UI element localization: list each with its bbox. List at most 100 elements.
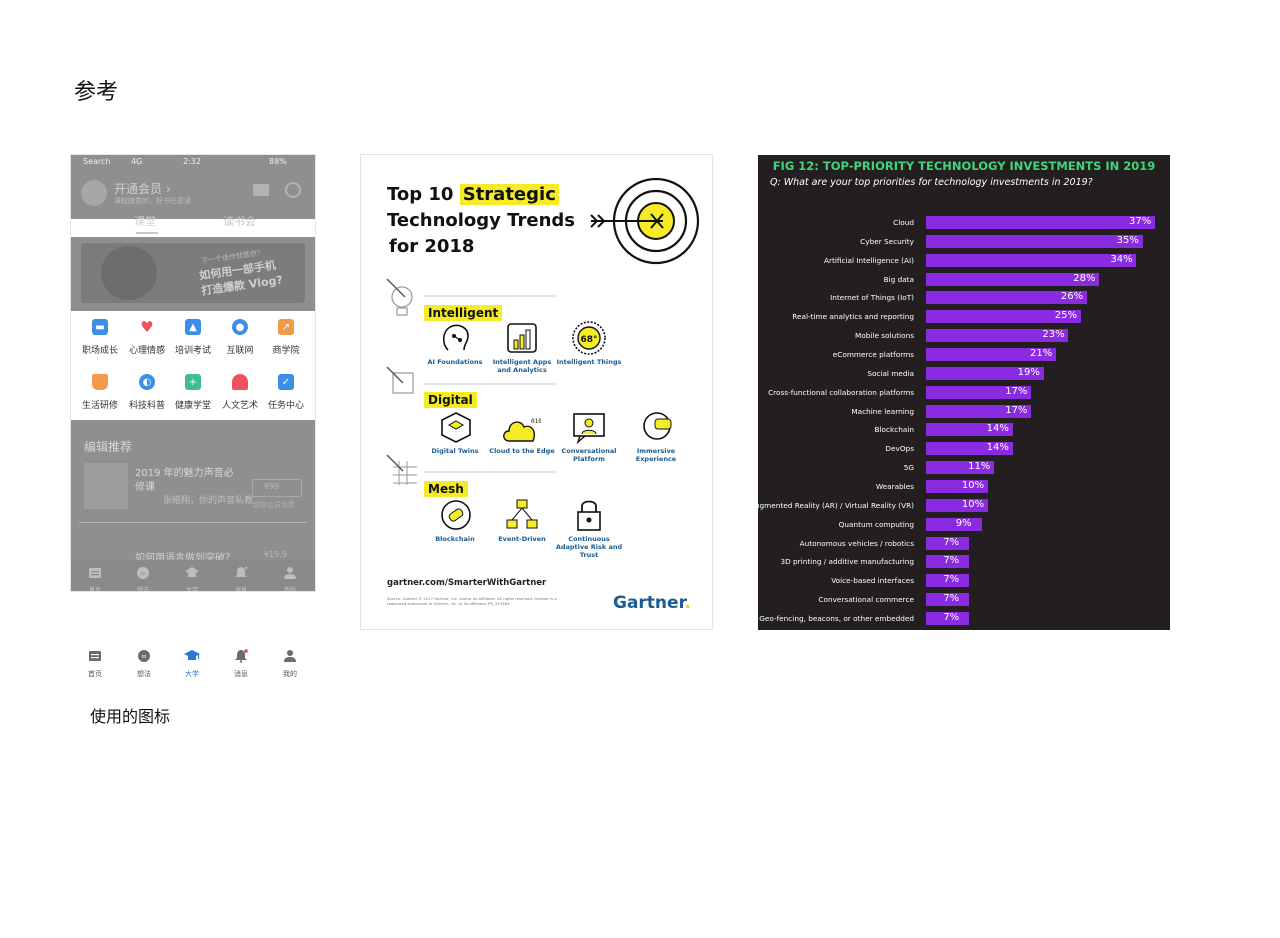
value-label: 7% [943, 574, 960, 586]
tab-lecture[interactable]: 课堂 [134, 215, 156, 228]
divider [79, 522, 307, 523]
svg-text:68°: 68° [580, 335, 597, 345]
value-label: 34% [1110, 253, 1133, 265]
university-icon [184, 650, 200, 660]
icon-me[interactable]: 我的 [270, 648, 310, 679]
bell-icon [235, 566, 248, 577]
value-label: 37% [1129, 216, 1152, 227]
recommend-title: 编辑推荐 [84, 440, 133, 454]
value-label: 21% [1029, 348, 1053, 360]
trend-intelligent-apps: Intelligent Apps and Analytics [492, 358, 552, 374]
status-signal: 4G [131, 157, 143, 166]
phone-tab-home[interactable]: 首页 [75, 565, 115, 591]
member-subtitle: 课程随意听，好书任意读 [114, 197, 191, 205]
category-label: 心理情感 [128, 346, 165, 356]
graduation-cap-icon: ▲ [185, 319, 201, 335]
course-thumbnail[interactable] [84, 463, 128, 509]
tab-book-club[interactable]: 读书会 [223, 215, 256, 228]
price-button[interactable] [252, 479, 302, 497]
value-label: 35% [1116, 234, 1139, 246]
lightbulb-arrow-icon [386, 278, 413, 316]
phone-tab-ideas[interactable]: ∞ 想法 [123, 565, 163, 591]
mesh-grid-arrow-icon [386, 454, 417, 485]
icon-label: 大学 [185, 670, 199, 678]
category-label: Cloud [893, 218, 914, 227]
tab-label: 消息 [234, 587, 247, 591]
bar [926, 574, 970, 588]
profile-icon [284, 650, 296, 662]
icon-messages[interactable]: 消息 [221, 648, 261, 679]
value-label: 11% [968, 461, 991, 473]
heart-icon: ♥ [139, 318, 155, 336]
svg-text:∞: ∞ [141, 653, 147, 661]
category-label: Wearables [875, 482, 914, 492]
padlock-icon [577, 500, 601, 531]
blockchain-icon [441, 500, 471, 530]
tab-underline [136, 232, 158, 234]
gartner-title-highlight: Strategic [459, 184, 559, 205]
trend-ai-foundations: AI Foundations [427, 358, 483, 366]
member-title[interactable]: 开通会员 › [114, 182, 171, 196]
member-free-note: 超级会员免费 [253, 501, 295, 509]
mail-icon[interactable] [253, 184, 269, 196]
icon-label: 首页 [88, 670, 102, 678]
icon-university-active[interactable]: 大学 [172, 648, 212, 679]
trend-digital-twins: Digital Twins [431, 447, 479, 455]
course-price-2: ¥19.9 [264, 550, 287, 559]
category-tasks[interactable]: ✓ 任务中心 [262, 374, 310, 411]
home-icon [89, 651, 101, 661]
category-label: 生活研修 [81, 401, 118, 411]
phone-tab-university[interactable]: 大学 [172, 565, 212, 591]
idea-icon: ∞ [138, 650, 150, 662]
course-price: ¥99 [264, 482, 280, 491]
cube-icon [441, 412, 471, 443]
value-label: 19% [1017, 366, 1040, 378]
event-driven-icon [506, 499, 538, 529]
value-label: 17% [1005, 385, 1028, 397]
category-label: 职场成长 [81, 346, 118, 356]
bell-icon [235, 649, 248, 663]
checkbox-icon: ✓ [278, 374, 294, 390]
icon-label: 我的 [283, 670, 297, 678]
category-career[interactable]: ▬ 职场成长 [76, 319, 124, 356]
conversational-screen-icon [573, 413, 605, 444]
bar [926, 348, 1056, 362]
icon-home[interactable]: 首页 [75, 648, 115, 679]
bar [926, 216, 1155, 229]
course-title-line-1[interactable]: 2019 年的魅力声音必 [135, 468, 234, 479]
category-training[interactable]: ▲ 培训考试 [169, 319, 217, 356]
category-science[interactable]: ◐ 科技科普 [123, 374, 171, 411]
category-business[interactable]: ↗ 商学院 [262, 319, 310, 356]
category-arts[interactable]: 人文艺术 [216, 374, 264, 411]
category-label: Machine learning [851, 406, 914, 416]
technology-investment-chart: FIG 12: TOP-PRIORITY TECHNOLOGY INVESTME… [758, 155, 1170, 630]
phone-tab-me[interactable]: 我的 [270, 565, 310, 591]
category-life[interactable]: 生活研修 [76, 374, 124, 411]
category-label: 人文艺术 [221, 401, 258, 411]
category-health[interactable]: + 健康学堂 [169, 374, 217, 411]
category-label: 任务中心 [267, 401, 304, 411]
gartner-url[interactable]: gartner.com/SmarterWithGartner [387, 578, 547, 588]
fan-icon [232, 374, 248, 390]
category-internet[interactable]: ● 互联网 [216, 319, 264, 356]
category-label: Quantum computing [838, 519, 914, 529]
category-label: Cross-functional collaboration platforms [768, 387, 914, 397]
bar [926, 272, 1100, 286]
course-title-2[interactable]: 如何用语言做到突破？ [135, 553, 235, 564]
cloud-edge-icon: 010 [503, 418, 541, 442]
category-psychology[interactable]: ♥ 心理情感 [123, 318, 171, 356]
status-time: 2:32 [183, 157, 201, 166]
gartner-title-line-2: Technology Trends [387, 210, 575, 231]
idea-icon: ∞ [137, 567, 149, 579]
gartner-logo: Gartner. [613, 593, 691, 613]
phone-tab-messages[interactable]: 消息 [221, 565, 261, 591]
status-bar: Search 4G 2:32 88% [71, 155, 315, 169]
category-label: DevOps [885, 444, 914, 454]
bar [926, 498, 988, 512]
banner-illustration [101, 246, 157, 300]
avatar[interactable] [81, 180, 107, 206]
value-label: 7% [943, 555, 960, 567]
icon-ideas[interactable]: ∞ 想法 [124, 648, 164, 679]
search-icon[interactable] [285, 182, 301, 198]
course-title-line-2[interactable]: 修课 [135, 482, 155, 493]
